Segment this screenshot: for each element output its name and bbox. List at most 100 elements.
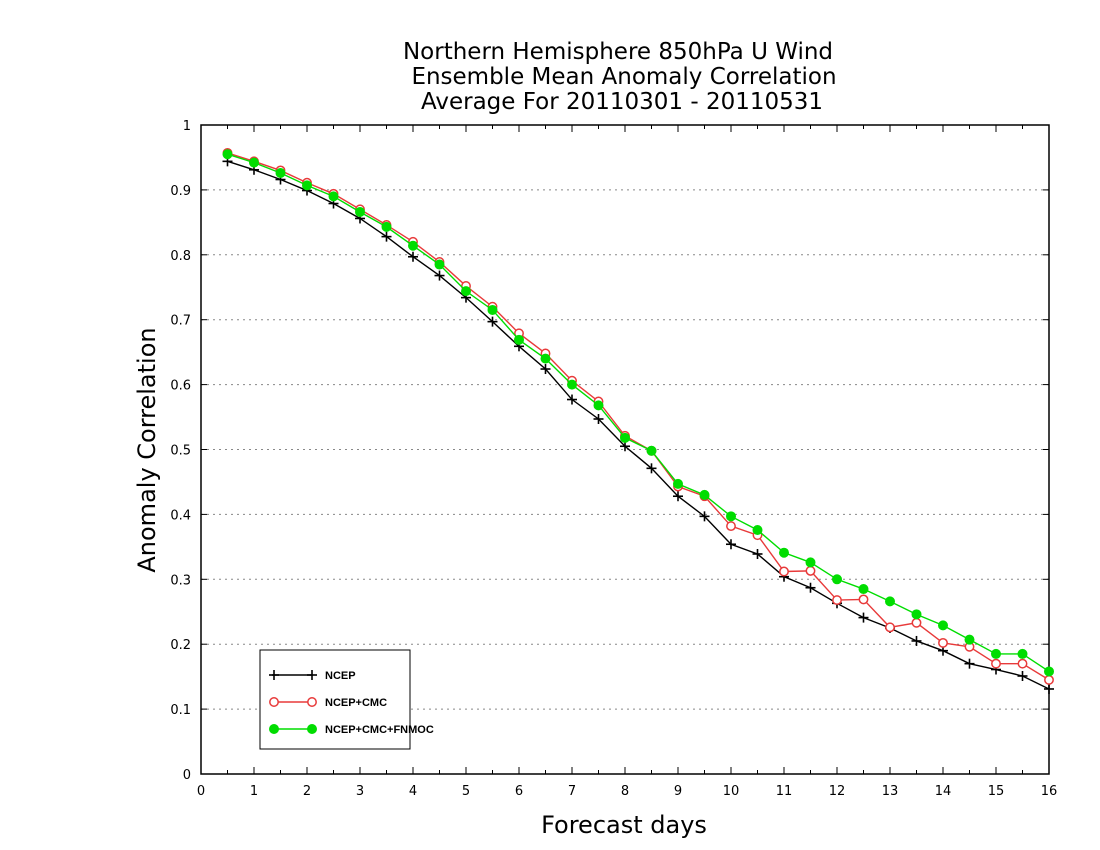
series-2	[222, 149, 1054, 677]
chart-title-line-2: Ensemble Mean Anomaly Correlation	[411, 64, 836, 90]
data-point	[275, 168, 286, 179]
x-tick-label: 9	[674, 784, 682, 799]
data-point	[938, 637, 948, 648]
data-point	[408, 251, 418, 262]
x-tick-label: 4	[409, 784, 417, 799]
x-tick-label: 8	[621, 784, 629, 799]
x-tick-label: 6	[515, 784, 523, 799]
y-tick-label: 0.6	[170, 379, 191, 394]
data-point	[302, 180, 312, 191]
data-point	[620, 441, 630, 452]
data-point	[805, 582, 816, 593]
data-point	[1017, 648, 1028, 659]
data-point	[911, 635, 922, 646]
data-point	[381, 221, 392, 232]
data-point	[858, 594, 869, 605]
data-point	[964, 658, 975, 669]
series-line	[227, 153, 1050, 673]
legend-marker	[307, 697, 317, 707]
y-axis: 0 0.1 0.2 0.3 0.4 0.5 0.6 0.7 0.8 0.9 1	[170, 119, 1049, 783]
data-point	[1044, 666, 1054, 677]
data-point	[593, 413, 604, 424]
series-0	[222, 156, 1054, 694]
y-tick-label: 0	[183, 768, 191, 783]
x-tick-label: 14	[935, 784, 952, 799]
y-tick-label: 0.7	[170, 314, 191, 329]
data-point	[858, 612, 869, 623]
data-point	[673, 478, 683, 489]
data-point	[726, 539, 736, 550]
x-tick-label: 2	[303, 784, 311, 799]
data-point	[434, 259, 445, 270]
data-point	[805, 557, 816, 568]
x-tick-label: 0	[197, 784, 205, 799]
legend: NCEP NCEP+CMC NCEP+CMC+FNMOC	[259, 649, 434, 750]
y-tick-label: 0.2	[170, 638, 191, 653]
x-tick-label: 13	[882, 784, 899, 799]
y-tick-label: 0.9	[170, 184, 191, 199]
data-point	[1044, 674, 1054, 685]
data-point	[726, 511, 736, 522]
series-line	[227, 160, 1050, 690]
data-point	[381, 231, 392, 242]
data-point	[249, 157, 259, 168]
data-point	[567, 394, 577, 405]
data-point	[699, 511, 710, 522]
data-point	[858, 584, 869, 595]
x-tick-label: 1	[250, 784, 258, 799]
series-1	[222, 147, 1054, 685]
chart-title-line-1: Northern Hemisphere 850hPa U Wind	[403, 39, 833, 65]
y-tick-label: 0.8	[170, 249, 191, 264]
data-point	[540, 353, 551, 364]
legend-label: NCEP	[325, 670, 356, 682]
data-point	[885, 596, 895, 607]
data-point	[646, 463, 657, 474]
legend-marker	[307, 724, 317, 734]
data-point	[991, 658, 1001, 669]
data-point	[514, 334, 524, 345]
data-point	[726, 521, 736, 532]
data-point	[911, 609, 922, 620]
x-tick-label: 10	[723, 784, 740, 799]
legend-item: NCEP+CMC	[269, 697, 387, 709]
data-point	[593, 400, 604, 411]
y-tick-label: 1	[183, 119, 191, 134]
legend-label: NCEP+CMC+FNMOC	[325, 724, 434, 736]
data-point	[222, 149, 233, 160]
y-axis-label: Anomaly Correlation	[133, 327, 161, 572]
legend-marker	[307, 670, 317, 680]
data-point	[779, 547, 789, 558]
legend-item: NCEP+CMC+FNMOC	[269, 724, 434, 736]
data-point	[567, 379, 577, 390]
data-point	[408, 240, 418, 251]
x-tick-label: 5	[462, 784, 470, 799]
data-point	[461, 286, 471, 297]
y-tick-label: 0.1	[170, 703, 191, 718]
data-point	[752, 548, 763, 559]
data-point	[620, 432, 630, 443]
data-point	[752, 524, 763, 535]
legend-marker	[269, 724, 279, 734]
data-point	[832, 574, 842, 585]
data-point	[328, 191, 339, 202]
data-point	[355, 206, 365, 217]
data-point	[991, 648, 1001, 659]
data-point	[885, 622, 895, 633]
x-tick-label: 3	[356, 784, 364, 799]
data-point	[938, 620, 948, 631]
data-point	[487, 304, 498, 315]
series-line	[227, 152, 1050, 681]
y-tick-label: 0.3	[170, 573, 191, 588]
data-point	[673, 491, 683, 502]
chart-title-line-3: Average For 20110301 - 20110531	[421, 89, 823, 115]
data-point	[1017, 671, 1028, 682]
x-tick-label: 11	[776, 784, 793, 799]
data-point	[805, 565, 816, 576]
data-point	[540, 364, 551, 375]
x-tick-label: 15	[988, 784, 1005, 799]
data-point	[699, 489, 710, 500]
x-tick-label: 12	[829, 784, 846, 799]
x-tick-label: 7	[568, 784, 576, 799]
x-tick-label: 16	[1041, 784, 1058, 799]
